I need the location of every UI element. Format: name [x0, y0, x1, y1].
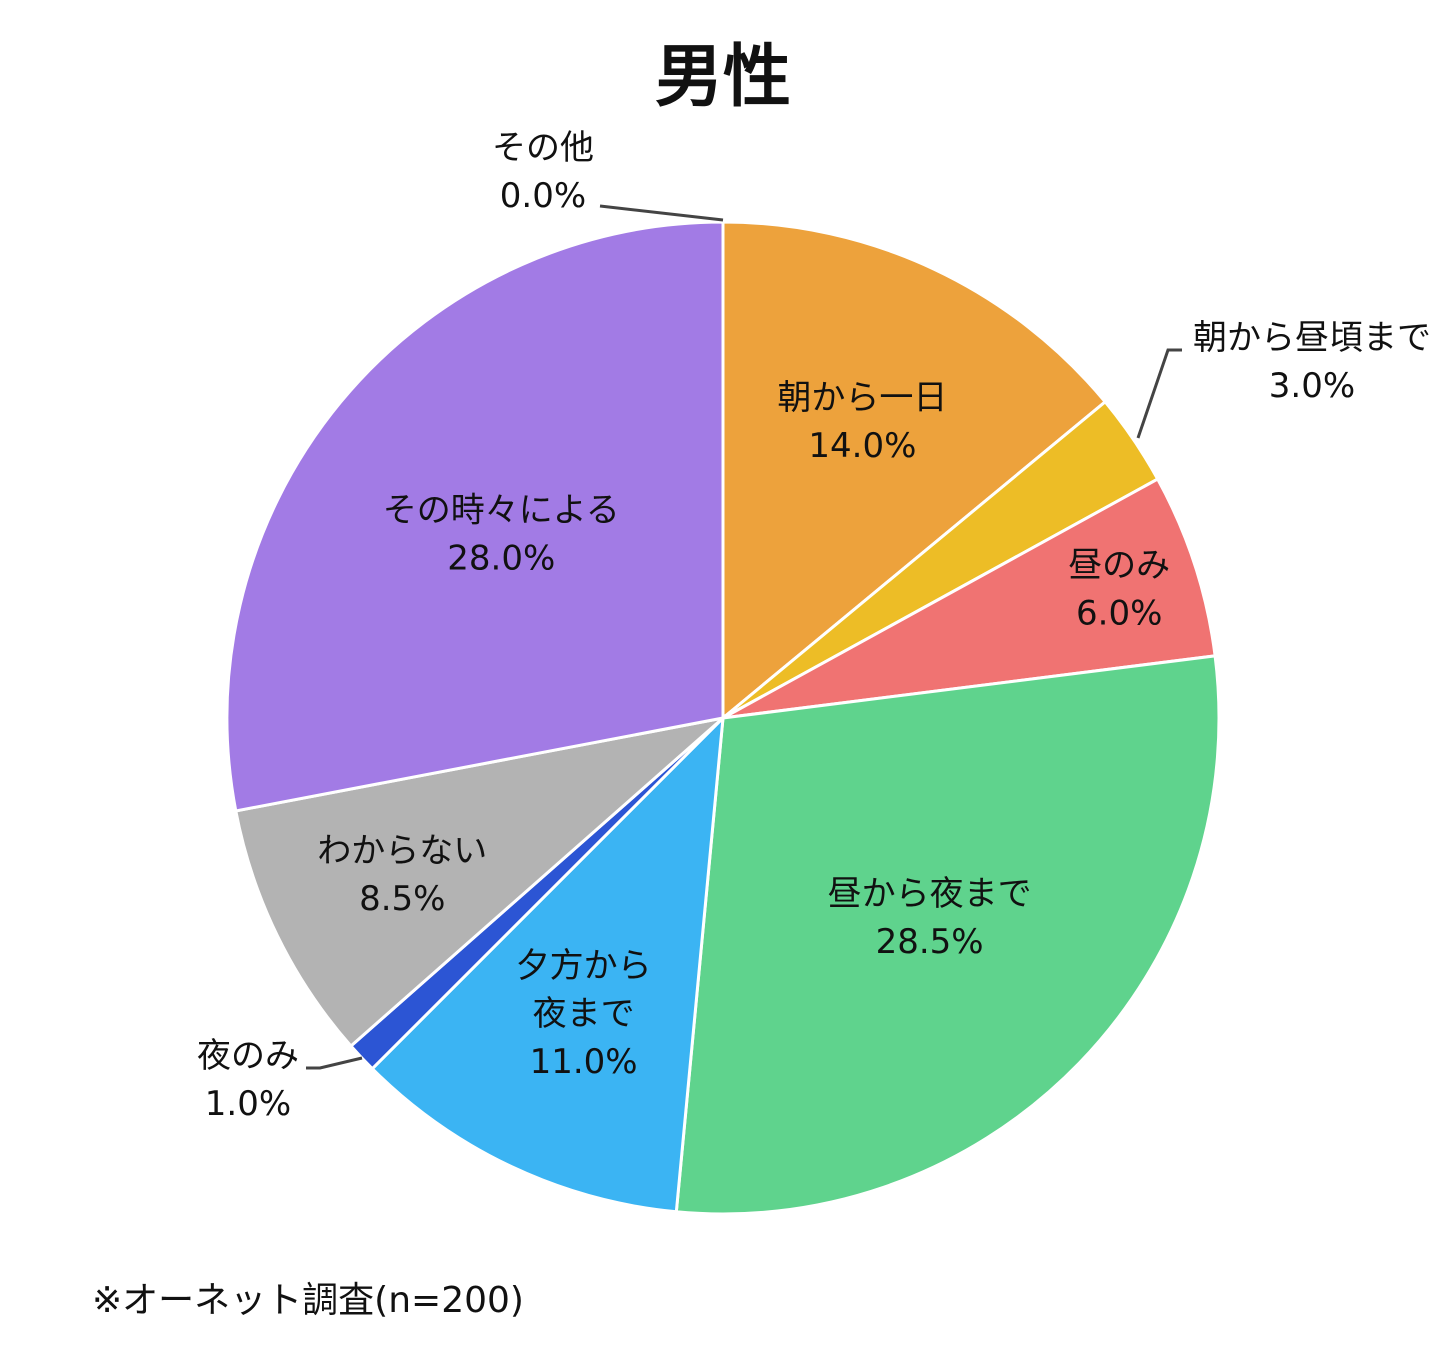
slice-value-その他: 0.0%	[500, 176, 586, 216]
slice-label-その時々による: その時々による	[383, 491, 620, 531]
slice-value-朝から一日: 14.0%	[808, 426, 916, 466]
slice-label-夜のみ: 夜のみ	[197, 1036, 299, 1076]
slice-label-その他: その他	[492, 128, 594, 168]
footnote: ※オーネット調査(n=200)	[92, 1280, 524, 1321]
slice-value-昼のみ: 6.0%	[1076, 593, 1162, 633]
pie-slice-その時々による	[225, 220, 725, 813]
slice-value-夕方から夜まで: 11.0%	[530, 1042, 638, 1082]
slice-value-朝から昼頃まで: 3.0%	[1269, 366, 1355, 406]
pie-slices	[225, 220, 1221, 1216]
slice-label-昼のみ: 昼のみ	[1068, 545, 1170, 585]
leader-line-その他	[599, 204, 724, 222]
chart-title: 男性	[655, 38, 791, 117]
leader-line-朝から昼頃まで	[1136, 348, 1182, 439]
slice-label-夕方から夜まで: 夕方から	[516, 946, 652, 986]
pie-slice-昼から夜まで	[674, 654, 1221, 1216]
slice-value-夜のみ: 1.0%	[205, 1084, 291, 1124]
slice-value-わからない: 8.5%	[359, 879, 445, 919]
pie-slice-わからない	[234, 715, 729, 1049]
slice-label-朝から一日: 朝から一日	[777, 378, 947, 418]
leader-line-夜のみ	[306, 1056, 363, 1070]
pie-slice-朝から一日	[721, 220, 1108, 722]
leader-lines	[306, 204, 1182, 1070]
pie-slice-昼のみ	[722, 477, 1217, 720]
pie-slice-夕方から夜まで	[370, 713, 725, 1214]
slice-label-朝から昼頃まで: 朝から昼頃まで	[1193, 318, 1431, 358]
slice-label-夕方から夜まで: 夜まで	[533, 994, 635, 1034]
slice-value-その時々による: 28.0%	[447, 539, 555, 579]
slice-label-昼から夜まで: 昼から夜まで	[828, 874, 1032, 914]
slice-value-昼から夜まで: 28.5%	[876, 922, 984, 962]
slice-labels: 朝から一日 14.0% 朝から昼頃まで 3.0% 昼のみ 6.0% 昼から夜まで 28.5% 夕…	[197, 128, 1431, 1124]
slice-label-わからない: わからない	[317, 831, 487, 871]
